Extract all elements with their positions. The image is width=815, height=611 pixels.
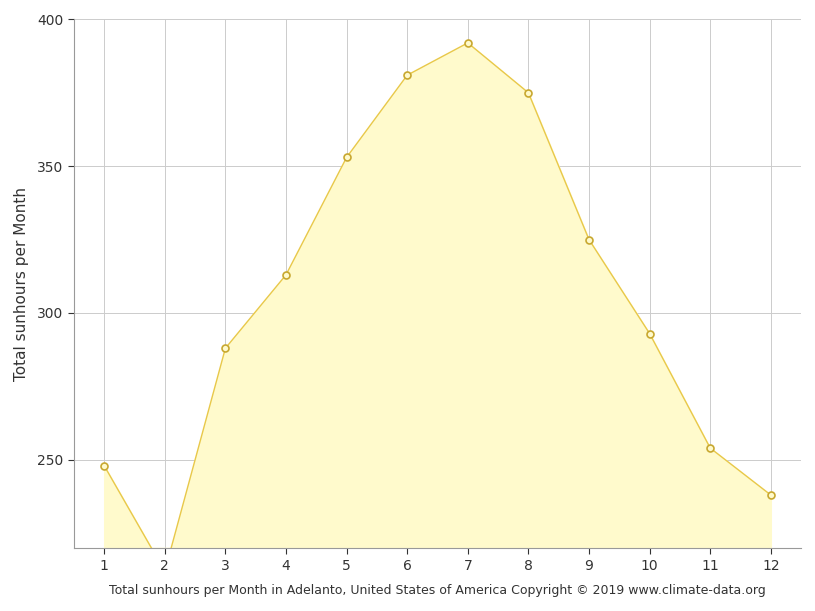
X-axis label: Total sunhours per Month in Adelanto, United States of America Copyright © 2019 : Total sunhours per Month in Adelanto, Un… <box>109 584 766 597</box>
Y-axis label: Total sunhours per Month: Total sunhours per Month <box>14 186 29 381</box>
